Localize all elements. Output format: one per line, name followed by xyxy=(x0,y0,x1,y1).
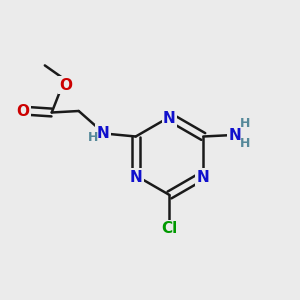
Text: N: N xyxy=(197,169,210,184)
Text: O: O xyxy=(16,104,29,119)
Text: H: H xyxy=(239,137,250,150)
Text: N: N xyxy=(96,126,109,141)
Text: Cl: Cl xyxy=(161,221,178,236)
Text: N: N xyxy=(163,111,176,126)
Text: O: O xyxy=(60,78,73,93)
Text: N: N xyxy=(129,169,142,184)
Text: H: H xyxy=(88,130,98,144)
Text: N: N xyxy=(228,128,241,143)
Text: H: H xyxy=(239,117,250,130)
